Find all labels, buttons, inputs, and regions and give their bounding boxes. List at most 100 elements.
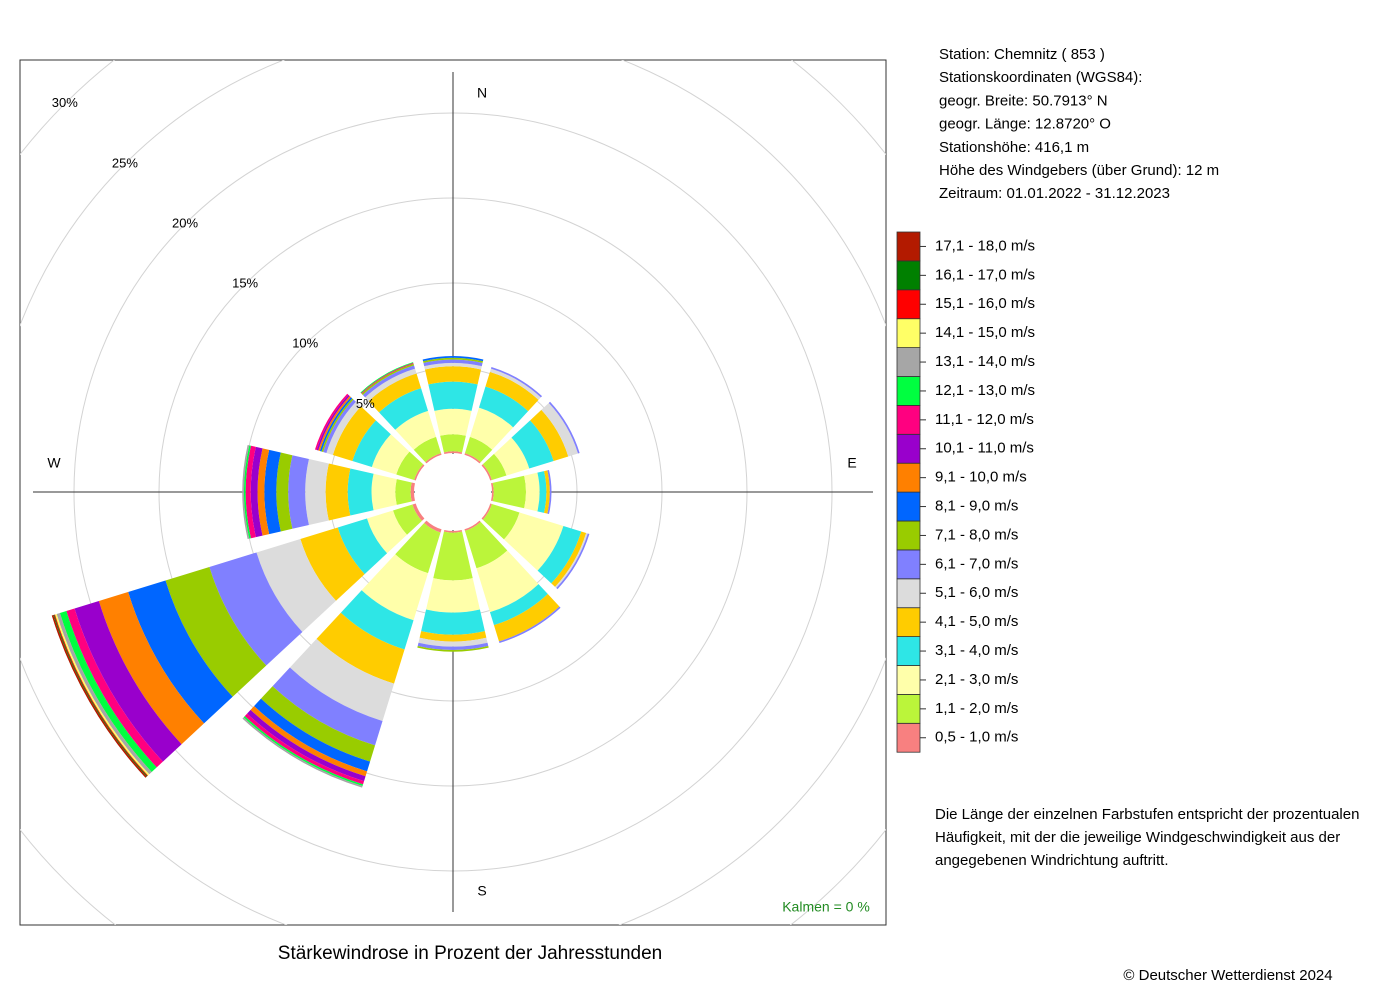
legend-label: 14,1 - 15,0 m/s (935, 324, 1035, 341)
legend-label: 17,1 - 18,0 m/s (935, 237, 1035, 254)
wind-segment (489, 584, 548, 626)
wind-segment (464, 453, 481, 464)
wind-segment (247, 709, 366, 782)
wind-segment (365, 368, 417, 402)
calm-label: Kalmen = 0 % (782, 899, 870, 915)
direction-label: E (847, 455, 856, 471)
legend-label: 9,1 - 10,0 m/s (935, 469, 1027, 486)
legend-swatch (896, 636, 921, 666)
wind-segment (337, 518, 388, 575)
wind-segment (555, 532, 588, 588)
wind-segment (323, 399, 356, 454)
r-tick-label: 20% (172, 215, 198, 230)
wind-segment (419, 631, 487, 642)
r-tick-label: 15% (232, 276, 258, 291)
wind-segment (326, 401, 361, 456)
direction-label: W (47, 455, 61, 471)
legend-swatch (896, 722, 921, 753)
note-text: Häufigkeit, mit der die jeweilige Windge… (935, 829, 1340, 846)
wind-segment (541, 402, 579, 457)
wind-segment (366, 510, 407, 554)
legend-label: 6,1 - 7,0 m/s (935, 555, 1018, 572)
wind-segment (482, 453, 507, 481)
wind-segment (548, 401, 580, 454)
wind-segment (242, 444, 250, 540)
wind-segment (395, 410, 437, 450)
wind-segment (288, 455, 309, 529)
legend-swatch (896, 404, 921, 435)
wind-segment (392, 504, 422, 535)
copyright: © Deutscher Wetterdienst 2024 (1123, 967, 1332, 984)
legend-swatch (896, 462, 921, 493)
station-info: Zeitraum: 01.01.2022 - 31.12.2023 (939, 185, 1170, 202)
wind-segment (464, 520, 481, 531)
station-info: Stationshöhe: 416,1 m (939, 139, 1089, 156)
legend-swatch (896, 376, 921, 406)
wind-segment (440, 434, 466, 453)
wind-segment (319, 397, 353, 452)
wind-segment (524, 472, 540, 512)
wind-segment (318, 396, 351, 452)
wind-segment (128, 580, 233, 724)
wind-segment (530, 409, 569, 462)
legend-label: 16,1 - 17,0 m/s (935, 266, 1035, 283)
wind-segment (314, 393, 349, 451)
wind-segment (423, 359, 483, 367)
station-info: geogr. Länge: 12.8720° O (939, 116, 1111, 133)
wind-segment (244, 713, 365, 785)
wind-segment (66, 608, 163, 768)
wind-segment (245, 445, 256, 539)
side-panel: Station: Chemnitz ( 853 ) Stationskoordin… (896, 46, 1359, 869)
wind-segment (417, 646, 489, 652)
legend-label: 4,1 - 5,0 m/s (935, 613, 1018, 630)
r-tick-label: 25% (112, 155, 138, 170)
wind-segment (316, 612, 405, 684)
wind-segment (371, 473, 397, 511)
wind-segment (537, 525, 582, 584)
wind-segment (362, 365, 416, 398)
calm-hole (415, 454, 491, 530)
wind-segment (443, 451, 463, 454)
wind-segment (482, 503, 520, 540)
wind-segment (418, 637, 488, 647)
wind-segment (417, 642, 489, 650)
wind-segment (74, 600, 182, 762)
wind-segment (422, 356, 484, 362)
wind-segment (260, 686, 376, 762)
wind-segment (503, 512, 564, 571)
wind-segment (423, 357, 483, 363)
legend-label: 3,1 - 4,0 m/s (935, 642, 1018, 659)
legend-label: 7,1 - 8,0 m/s (935, 526, 1018, 543)
legend-label: 15,1 - 16,0 m/s (935, 295, 1035, 312)
wind-segment (485, 371, 539, 412)
rose (51, 356, 590, 788)
legend-label: 8,1 - 9,0 m/s (935, 498, 1018, 515)
wind-segment (347, 468, 374, 516)
wind-segment (305, 459, 329, 525)
wind-segment (434, 408, 472, 436)
wind-segment (340, 590, 414, 650)
wind-segment (428, 381, 478, 411)
wind-segment (361, 363, 415, 395)
legend-swatch (896, 578, 921, 609)
wind-segment (433, 531, 473, 581)
wind-segment (410, 482, 415, 502)
wind-segment (250, 706, 368, 777)
wind-segment (426, 578, 480, 613)
wind-segment (490, 366, 543, 398)
legend-label: 12,1 - 13,0 m/s (935, 382, 1035, 399)
wind-segment (481, 464, 492, 481)
wind-segment (464, 521, 508, 569)
legend-swatch (896, 694, 921, 724)
wind-segment (498, 606, 561, 644)
wind-segment (256, 538, 337, 632)
legend-swatch (896, 260, 921, 291)
legend-swatch (896, 289, 921, 320)
station-info: Station: Chemnitz ( 853 ) (939, 46, 1105, 63)
direction-label: N (477, 85, 487, 101)
legend-swatch (896, 520, 921, 551)
labels-layer: 5% 10% 15% 20% 25% 30% N E S W (47, 85, 856, 899)
wind-segment (395, 479, 412, 505)
wind-segment (424, 520, 442, 533)
wind-segment (368, 373, 422, 413)
